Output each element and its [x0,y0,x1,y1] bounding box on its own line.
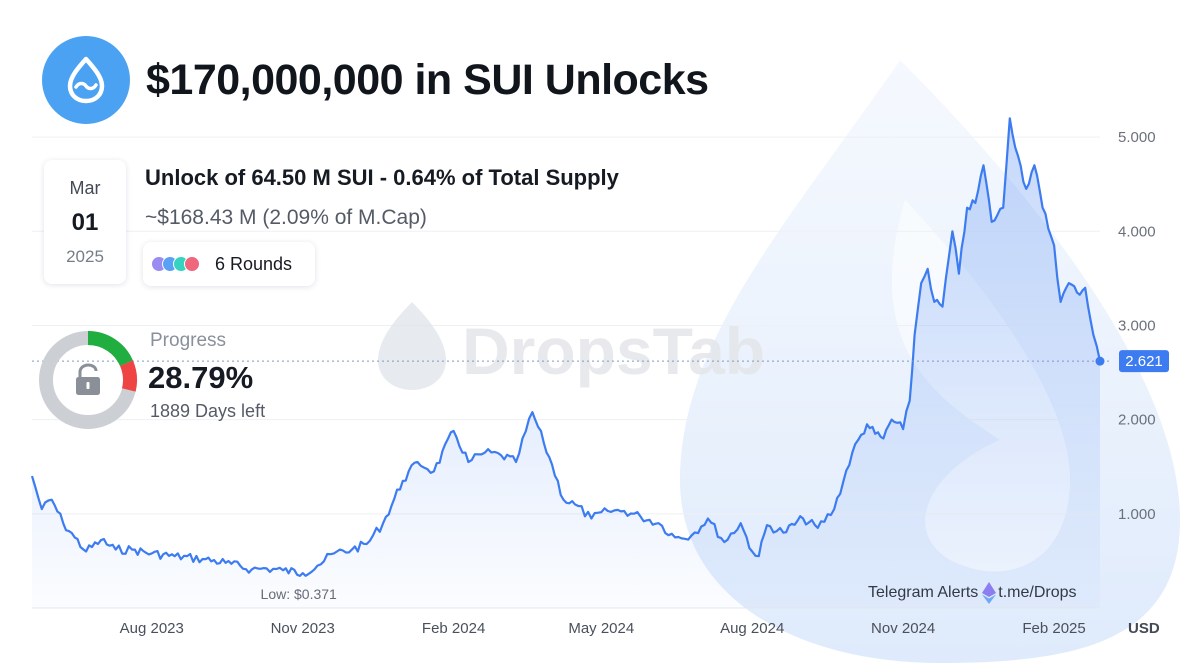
current-price-dot [1095,356,1105,366]
telegram-label: Telegram Alerts [868,584,979,601]
progress-arc-green [87,331,133,367]
progress-donut [39,331,137,429]
sui-logo [42,36,130,124]
current-price-label: 2.621 [1125,353,1163,370]
round-color-dots [151,256,209,272]
round-dot [184,256,200,272]
y-tick-label: 1.000 [1118,506,1156,523]
price-area [32,118,1100,609]
x-tick-label: Feb 2025 [1022,620,1085,637]
ethereum-icon [982,582,997,604]
low-price-label: Low: $0.371 [261,586,337,602]
watermark-text: DropsTab [462,314,765,388]
days-left: 1889 Days left [150,401,266,421]
telegram-link[interactable]: t.me/Drops [998,584,1077,601]
currency-label: USD [1128,620,1160,637]
y-tick-label: 5.000 [1118,129,1156,146]
x-tick-label: Feb 2024 [422,620,485,637]
x-axis: Aug 2023 Nov 2023 Feb 2024 May 2024 Aug 2024… [120,620,1086,637]
y-tick-label: 4.000 [1118,223,1156,240]
unlock-date-card: Mar 01 2025 [44,160,126,284]
telegram-alerts[interactable]: Telegram Alerts t.me/Drops [868,582,1077,604]
y-tick-label: 3.000 [1118,317,1156,334]
unlock-month: Mar [69,178,101,198]
unlock-value: ~$168.43 M (2.09% of M.Cap) [145,206,427,229]
price-line [30,117,1102,577]
rounds-label: 6 Rounds [215,253,293,274]
unlock-year: 2025 [66,247,104,266]
x-tick-label: Nov 2024 [871,620,935,637]
unlock-day: 01 [71,209,99,236]
progress-value: 28.79% [148,360,254,395]
watermark: DropsTab [378,302,765,390]
watermark-drop-icon [378,302,446,390]
x-tick-label: Nov 2023 [271,620,335,637]
current-price-badge: 2.621 [1119,350,1169,373]
x-tick-label: Aug 2023 [120,620,184,637]
progress-arc-red [119,360,137,392]
progress-label: Progress [150,330,227,351]
header: $170,000,000 in SUI Unlocks [42,36,709,124]
y-axis: 1.000 2.000 3.000 4.000 5.000 [1118,129,1156,523]
lock-icon [76,363,100,395]
x-tick-label: Aug 2024 [720,620,784,637]
y-tick-label: 2.000 [1118,412,1156,429]
sui-drop-icon [67,56,105,104]
rounds-badge[interactable]: 6 Rounds [143,242,315,286]
unlock-title: Unlock of 64.50 M SUI - 0.64% of Total S… [145,165,619,190]
page-title: $170,000,000 in SUI Unlocks [146,55,709,104]
x-tick-label: May 2024 [568,620,634,637]
